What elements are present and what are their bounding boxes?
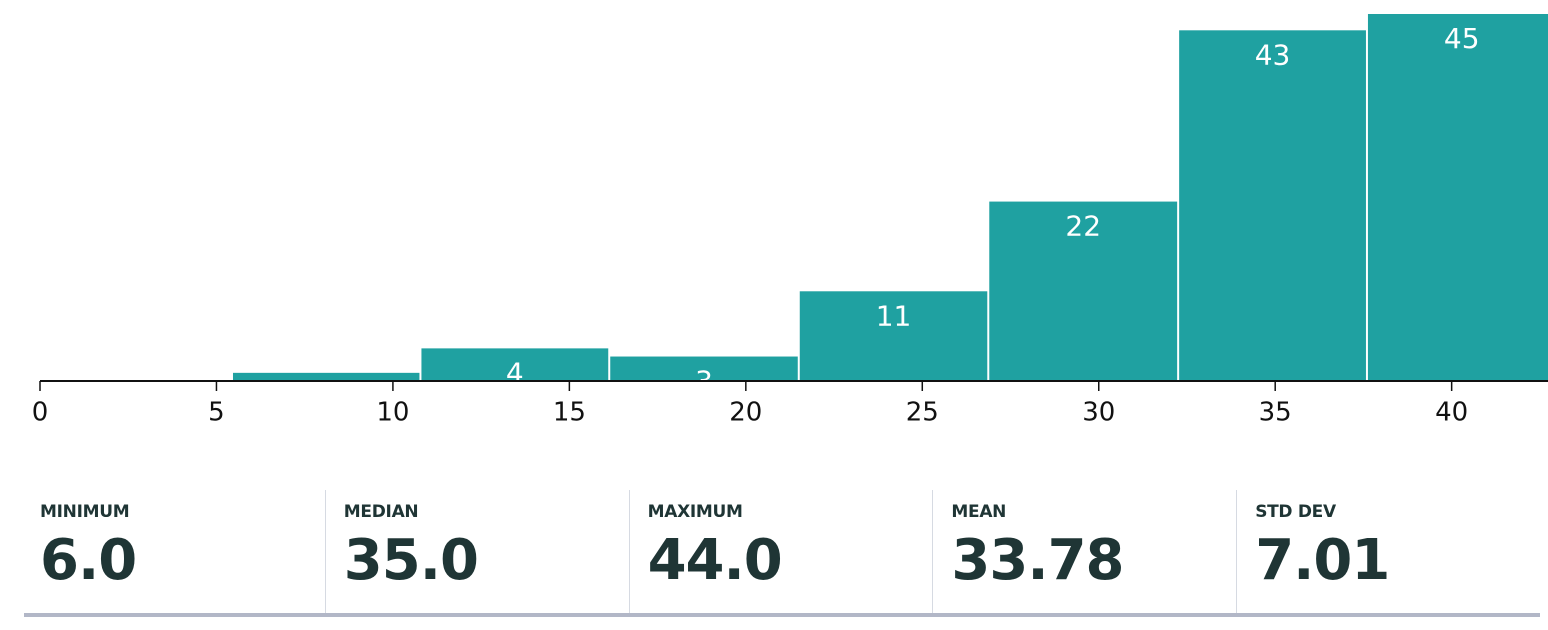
stat-label: MEDIAN [343,502,419,522]
value-label: 3 [695,365,713,398]
value-label: 11 [876,299,912,332]
stat: MEDIAN 35.0 [324,490,629,613]
bar [1367,14,1548,381]
stat-label: MAXIMUM [647,502,743,522]
stat-value: 7.01 [1255,528,1390,593]
x-tick-label: 40 [1435,398,1468,428]
bar [232,372,420,381]
stat: MAXIMUM 44.0 [628,490,933,613]
bar [610,356,798,381]
stat-label: MINIMUM [40,502,130,522]
value-label: 43 [1255,38,1291,71]
x-tick-label: 15 [553,398,586,428]
value-label: 4 [506,356,524,389]
stat: MINIMUM 6.0 [24,490,325,613]
stat-label: STD DEV [1255,502,1336,522]
value-label: 1 [317,381,335,414]
bar [799,291,988,381]
x-tick-label: 30 [1082,398,1115,428]
stat-value: 33.78 [951,528,1124,593]
stats: MINIMUM 6.0 MEDIAN 35.0 MAXIMUM 44.0 MEAN 33.78… [24,490,1540,617]
value-label: 22 [1065,210,1101,243]
value-label: 0 [127,389,145,422]
x-tick-label: 0 [32,398,49,428]
stat-value: 6.0 [40,528,137,593]
bar [1179,30,1366,381]
x-tick-label: 5 [208,398,225,428]
stat-label: MEAN [951,502,1007,522]
x-tick-label: 10 [376,398,409,428]
bar [989,201,1178,381]
value-label: 45 [1444,22,1480,55]
stat-value: 35.0 [343,528,479,593]
x-axis: 0 5 10 15 20 25 30 35 40 [32,380,1548,428]
stat: MEAN 33.78 [932,490,1236,613]
x-tick-label: 35 [1259,398,1292,428]
stat: STD DEV 7.01 [1236,490,1540,613]
stat-value: 44.0 [647,528,783,593]
x-tick-label: 20 [729,398,762,428]
x-tick-label: 25 [906,398,939,428]
bar [421,348,609,381]
